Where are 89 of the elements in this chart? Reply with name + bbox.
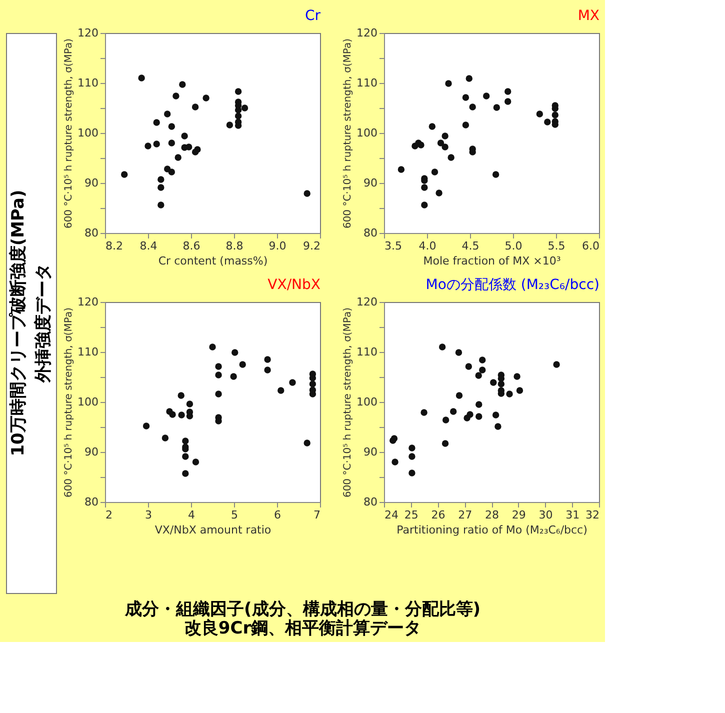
point (289, 379, 296, 386)
y-tick-label: 100 (78, 126, 98, 140)
text: 改良9Cr鋼、相平衡計算データ (184, 618, 422, 638)
y-axis-title: 600 °C·10⁵ h rupture strength, σ(MPa) (342, 38, 354, 229)
y-tick-label: 110 (78, 76, 98, 90)
x-tick-label: 26 (431, 508, 446, 522)
point (232, 349, 238, 356)
x-tick-label: 4.5 (462, 240, 480, 252)
point (186, 412, 194, 420)
chart-title: VX/NbX (268, 277, 321, 293)
text: 10万時間クリープ破断強度(MPa) (8, 190, 28, 456)
x-tick-label: 5.5 (548, 240, 566, 252)
y-axis-title: 600 °C·10⁵ h rupture strength, σ(MPa) (64, 307, 75, 498)
x-tick-label: 5.0 (504, 240, 522, 252)
y-tick-label: 90 (364, 446, 378, 458)
point (182, 453, 189, 460)
point (169, 411, 176, 418)
point (264, 366, 271, 374)
point (182, 438, 189, 444)
point (309, 390, 316, 398)
point (192, 458, 200, 466)
point (178, 412, 185, 418)
x-tick-label: 6 (274, 508, 281, 522)
x-tick-label: 5 (231, 508, 238, 522)
point (209, 344, 216, 350)
y-tick-label: 120 (78, 26, 98, 40)
x-tick-label: 8.2 (106, 240, 123, 252)
y-tick-label: 90 (84, 176, 98, 190)
y-tick-label: 120 (78, 296, 98, 308)
x-tick-label: 7 (314, 508, 320, 522)
x-tick-label: 3.5 (384, 240, 402, 252)
y-tick-label: 110 (356, 76, 378, 90)
x-tick-label: 4 (188, 508, 195, 522)
x-axis-title: Mole fraction of MX ×10³ (423, 254, 561, 268)
x-tick-label: 3 (145, 508, 152, 522)
x-tick-label: 27 (458, 508, 472, 522)
point (278, 387, 284, 394)
y-tick-label: 90 (364, 176, 378, 190)
y-tick-label: 100 (356, 126, 378, 140)
text: 成分・組織因子(成分、構成相の量・分配比等) (124, 600, 481, 620)
y-tick-label: 110 (78, 346, 98, 358)
point (309, 380, 316, 388)
point (264, 356, 271, 363)
point (178, 392, 184, 399)
x-tick-label: 31 (566, 508, 580, 522)
point (215, 372, 222, 378)
y-tick-label: 80 (84, 226, 98, 240)
x-axis-title: Cr content (mass%) (158, 254, 268, 268)
y-tick-label: 80 (84, 496, 98, 508)
y-axis-title: 600 °C·10⁵ h rupture strength, σ(MPa) (64, 38, 75, 229)
x-tick-label: 8.8 (226, 240, 244, 252)
y-tick-label: 80 (364, 226, 378, 240)
x-axis-title: VX/NbX amount ratio (154, 524, 272, 536)
y-tick-label: 110 (356, 346, 378, 358)
y-tick-label: 90 (84, 446, 98, 458)
x-axis-title: Partitioning ratio of Mo (M₂₃C₆/bcc) (396, 524, 588, 536)
x-tick-label: 32 (586, 508, 600, 522)
point (215, 363, 222, 370)
text: 外挿強度データ (34, 264, 54, 384)
x-tick-label: 6.0 (582, 240, 600, 252)
point (239, 361, 246, 368)
x-tick-label: 2 (106, 508, 112, 522)
point (162, 434, 169, 442)
y-axis-title: 600 °C·10⁵ h rupture strength, σ(MPa) (342, 307, 354, 498)
x-tick-label: 24 (384, 508, 398, 522)
y-tick-label: 120 (356, 26, 378, 40)
y-tick-label: 80 (364, 496, 378, 508)
y-tick-label: 100 (78, 396, 98, 408)
chart-title: Cr (304, 8, 321, 24)
point (186, 400, 194, 408)
x-tick-label: 9.0 (268, 240, 286, 252)
point (304, 440, 310, 446)
x-tick-label: 8.4 (140, 240, 158, 252)
point (142, 422, 150, 430)
x-tick-label: 28 (485, 508, 499, 522)
chart-title: Moの分配係数 (M₂₃C₆/bcc) (426, 277, 600, 293)
y-tick-label: 120 (356, 296, 378, 308)
x-tick-label: 25 (404, 508, 418, 522)
x-tick-label: 29 (512, 508, 526, 522)
x-tick-label: 9.2 (303, 240, 320, 252)
x-tick-label: 8.6 (182, 240, 200, 252)
y-tick-label: 100 (356, 396, 378, 408)
x-tick-label: 30 (538, 508, 553, 522)
point (309, 374, 316, 382)
x-tick-label: 4.0 (418, 240, 436, 252)
point (215, 390, 222, 398)
chart-title: MX (578, 8, 600, 24)
point (230, 373, 237, 380)
point (182, 470, 189, 477)
